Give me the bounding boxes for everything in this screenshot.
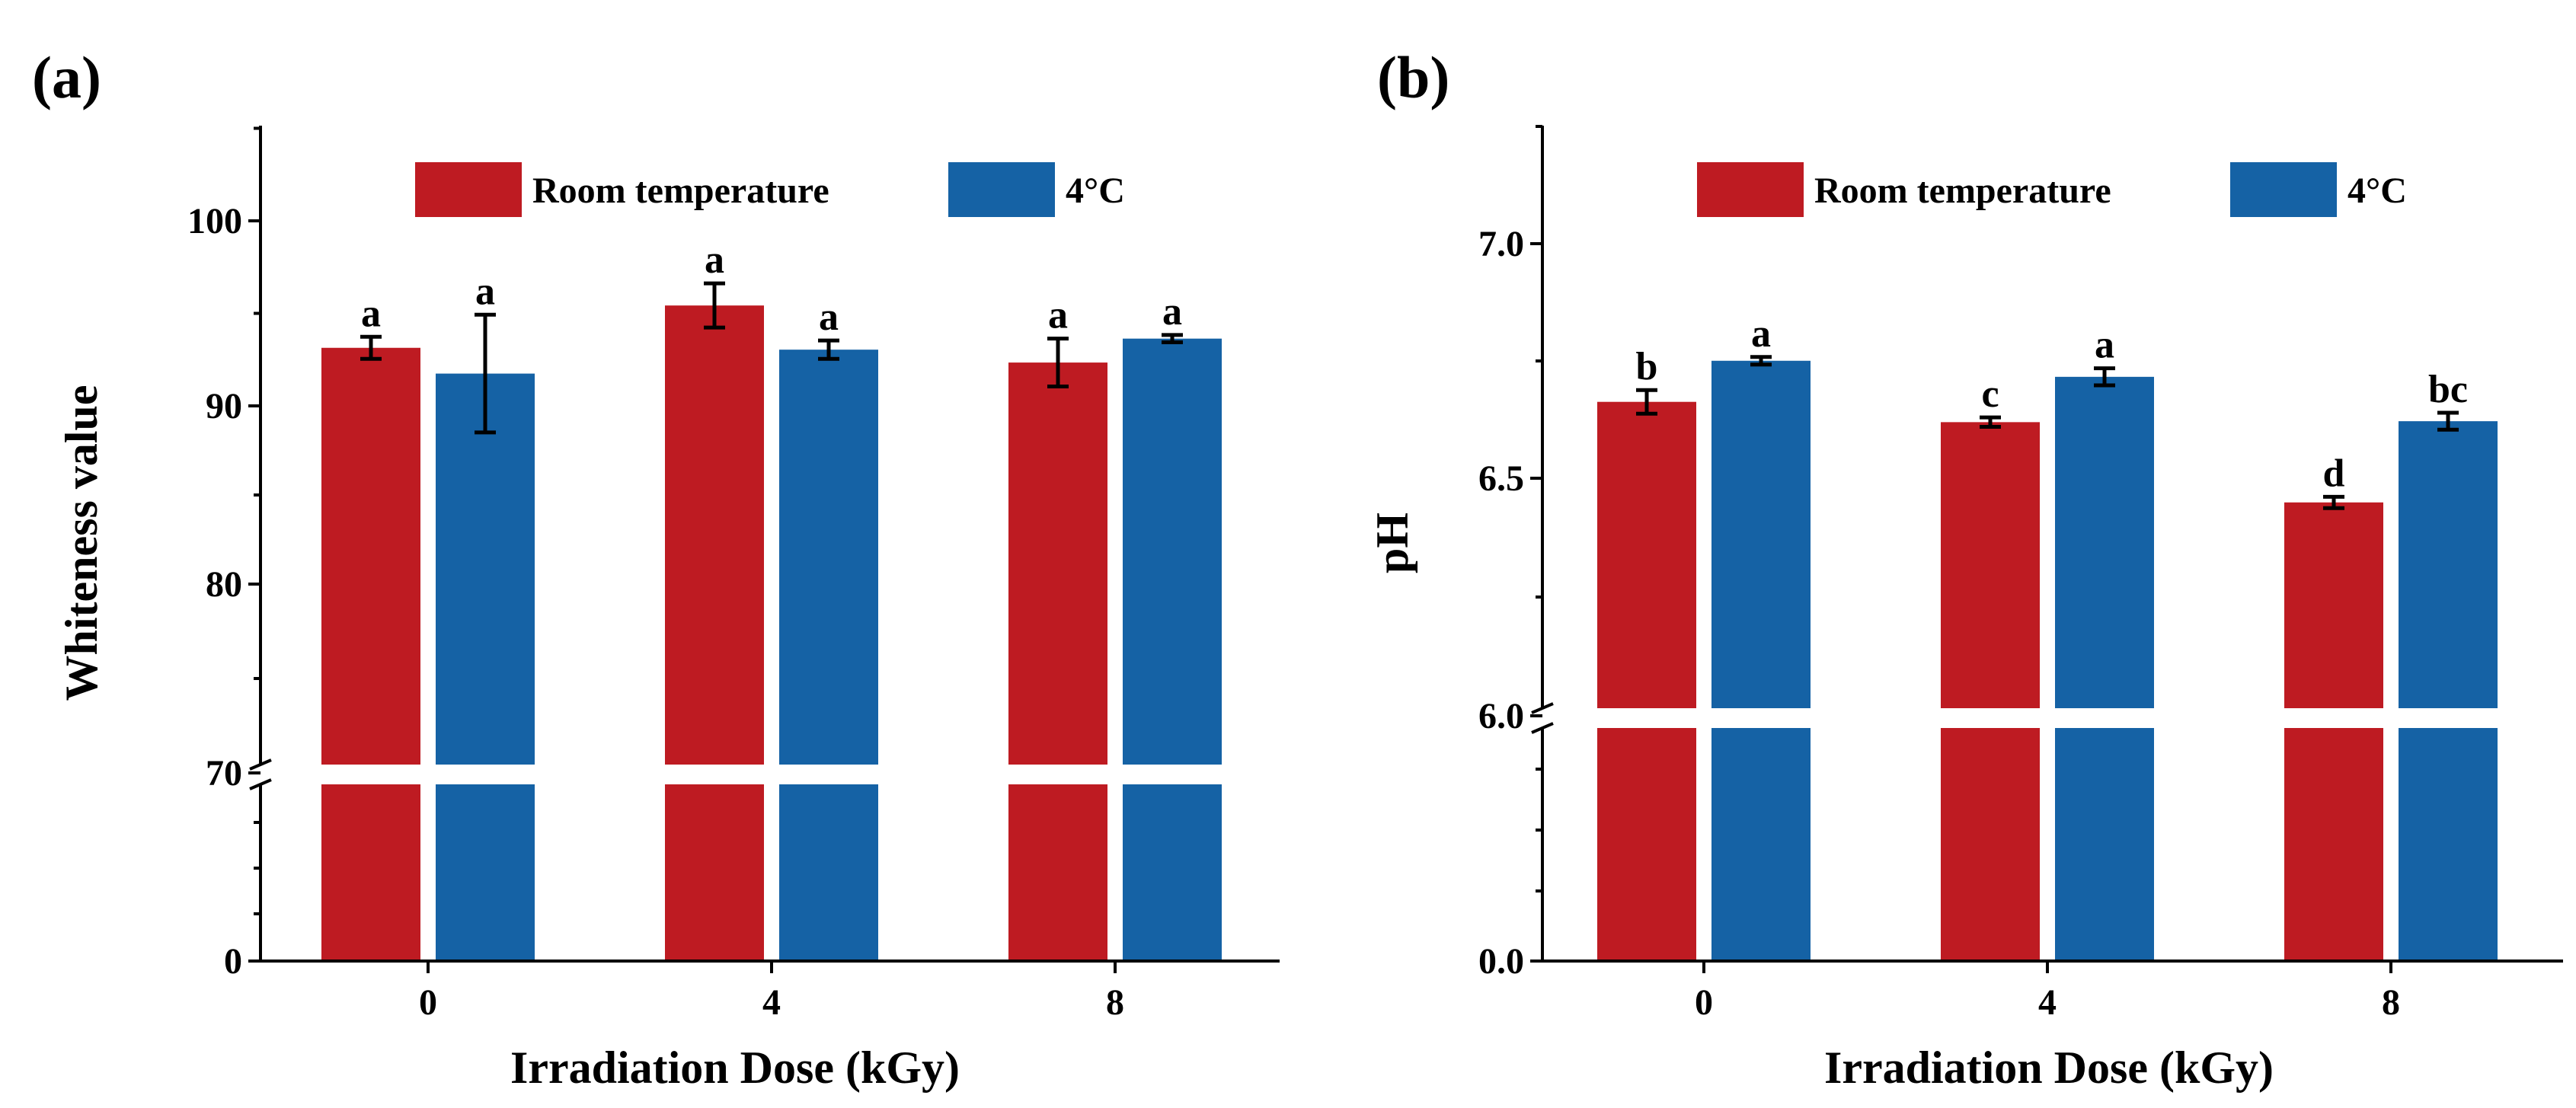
legend-swatch-room-temperature <box>415 162 522 217</box>
panel-a: (a) a a a a a a 0 70 80 90 100 0 4 8 Irradiation Dose (… <box>32 44 1280 1093</box>
bar <box>779 350 878 765</box>
x-tick-label: 4 <box>2038 982 2057 1023</box>
y-tick-label: 7.0 <box>1478 224 1524 264</box>
bar <box>2284 502 2383 708</box>
bar-lower-segment <box>436 784 535 961</box>
bar <box>1711 360 1811 708</box>
significance-label: a <box>2095 324 2114 367</box>
significance-label: b <box>1636 345 1658 388</box>
significance-label: a <box>1048 294 1068 337</box>
bar <box>1941 422 2040 708</box>
y-tick-label: 0.0 <box>1478 941 1524 982</box>
bar-lower-segment <box>1123 784 1222 961</box>
bar-lower-segment <box>321 784 420 961</box>
x-tick-label: 8 <box>1106 982 1124 1023</box>
y-tick-label: 0 <box>224 941 242 982</box>
legend-label-room-temperature: Room temperature <box>1814 171 2111 211</box>
significance-label: a <box>361 292 381 335</box>
y-axis-title: pH <box>1367 512 1417 573</box>
bar <box>1123 338 1222 765</box>
bar-lower-segment <box>2055 728 2154 961</box>
axis-break-gap <box>1527 708 2563 728</box>
axis-break-mark <box>249 758 272 771</box>
y-tick-label: 70 <box>206 753 242 793</box>
bar <box>1597 401 1696 708</box>
significance-label: d <box>2323 452 2345 495</box>
significance-label: a <box>705 238 724 282</box>
x-tick-label: 0 <box>1695 982 1713 1023</box>
bar <box>2055 376 2154 708</box>
bar-lower-segment <box>1711 728 1811 961</box>
legend-label-4c: 4°C <box>2347 171 2407 211</box>
y-tick-label: 80 <box>206 564 242 605</box>
significance-label: a <box>819 295 839 339</box>
significance-label: c <box>1981 372 1999 416</box>
legend-swatch-4c <box>948 162 1055 217</box>
bar <box>1008 362 1107 765</box>
legend-swatch-4c <box>2230 162 2337 217</box>
y-axis-title: Whiteness value <box>56 385 107 701</box>
bar <box>321 347 420 765</box>
bar-lower-segment <box>2399 728 2498 961</box>
bar <box>665 305 764 765</box>
x-axis-title: Irradiation Dose (kGy) <box>510 1043 960 1093</box>
y-tick-label: 6.0 <box>1478 696 1524 736</box>
bar-lower-segment <box>665 784 764 961</box>
bar-lower-segment <box>1008 784 1107 961</box>
legend-label-room-temperature: Room temperature <box>532 171 829 211</box>
bar <box>436 373 535 765</box>
bar-lower-segment <box>2284 728 2383 961</box>
bar <box>2399 421 2498 708</box>
panel-label: (b) <box>1377 44 1449 110</box>
x-tick-label: 8 <box>2382 982 2400 1023</box>
x-tick-label: 0 <box>419 982 437 1023</box>
significance-label: bc <box>2428 368 2468 411</box>
panel-label: (a) <box>32 44 101 110</box>
significance-label: a <box>1162 290 1182 334</box>
axis-break-mark <box>249 778 272 790</box>
significance-label: a <box>1751 312 1771 356</box>
legend-label-4c: 4°C <box>1066 171 1125 211</box>
y-tick-label: 90 <box>206 386 242 426</box>
y-tick-label: 6.5 <box>1478 458 1524 499</box>
x-axis-title: Irradiation Dose (kGy) <box>1824 1043 2274 1093</box>
axis-break-mark <box>1531 722 1554 734</box>
bar-lower-segment <box>779 784 878 961</box>
x-tick-label: 4 <box>762 982 781 1023</box>
significance-label: a <box>475 270 495 313</box>
legend-swatch-room-temperature <box>1697 162 1804 217</box>
axis-break-gap <box>245 765 1280 784</box>
bar-lower-segment <box>1941 728 2040 961</box>
axis-break-mark <box>1531 702 1554 714</box>
bar-lower-segment <box>1597 728 1696 961</box>
y-tick-label: 100 <box>187 201 242 241</box>
